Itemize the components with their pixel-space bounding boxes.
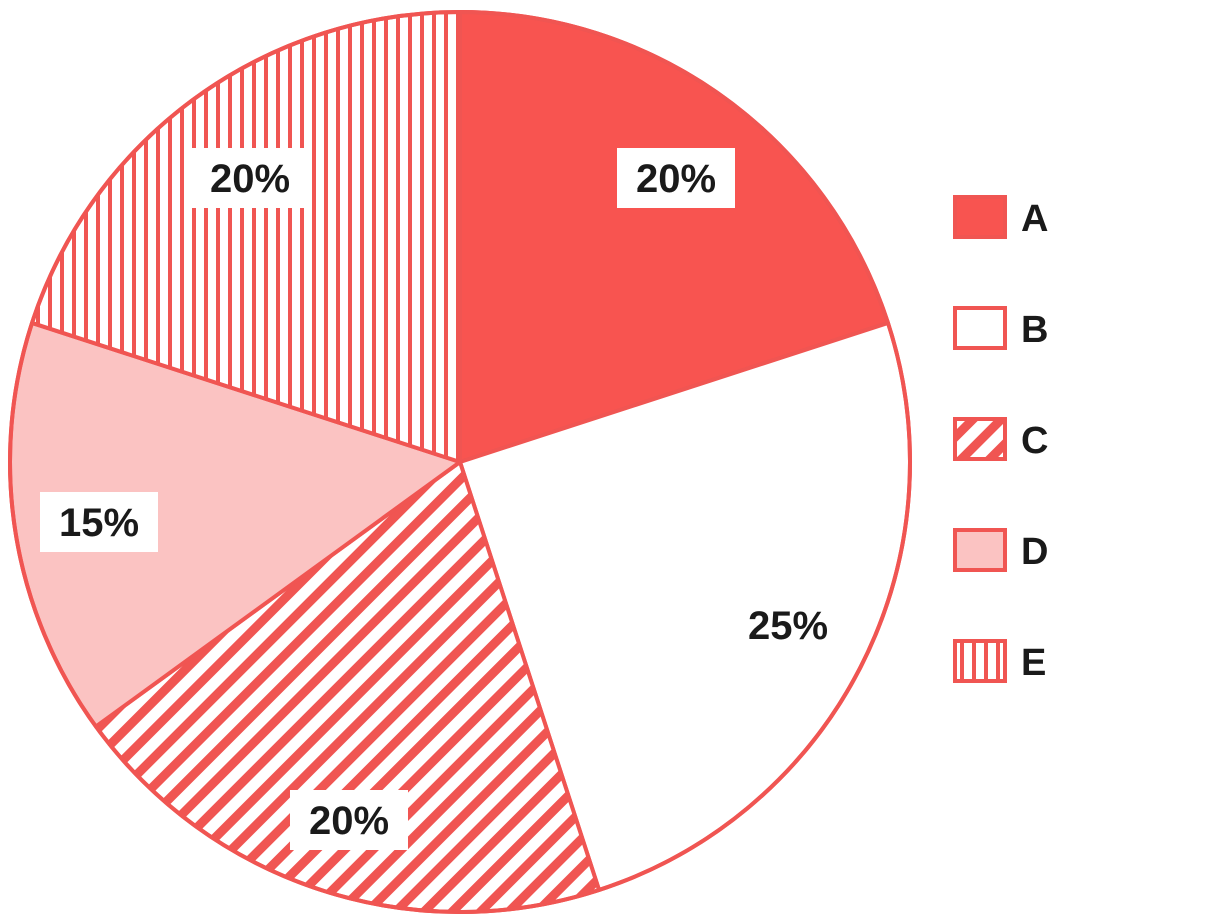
data-label-e: 20% [210,157,290,201]
data-label-d: 15% [59,501,139,545]
legend-label-b: B [1021,309,1048,351]
pie-outline [8,10,912,914]
data-label-bg-d [40,492,158,552]
legend-label-a: A [1021,198,1048,240]
legend-swatch-e [953,639,1007,683]
data-label-a: 20% [636,157,716,201]
pie-slices [8,10,912,914]
data-label-c: 20% [309,799,389,843]
legend-swatch-c [953,417,1007,461]
legend-label-c: C [1021,420,1048,462]
data-label-b: 25% [748,604,828,648]
data-label-bg-e [191,148,309,208]
legend-swatch-b [953,306,1007,350]
legend: A B C D E [953,195,1048,684]
data-label-bg-b [729,595,847,655]
data-label-bg-c [290,790,408,850]
legend-swatch-d [953,528,1007,572]
legend-label-d: D [1021,531,1048,573]
data-label-bg-a [617,148,735,208]
pie-data-labels: 20% 25% 20% 15% 20% [40,148,847,850]
legend-label-e: E [1021,642,1046,684]
legend-swatch-a [953,195,1007,239]
